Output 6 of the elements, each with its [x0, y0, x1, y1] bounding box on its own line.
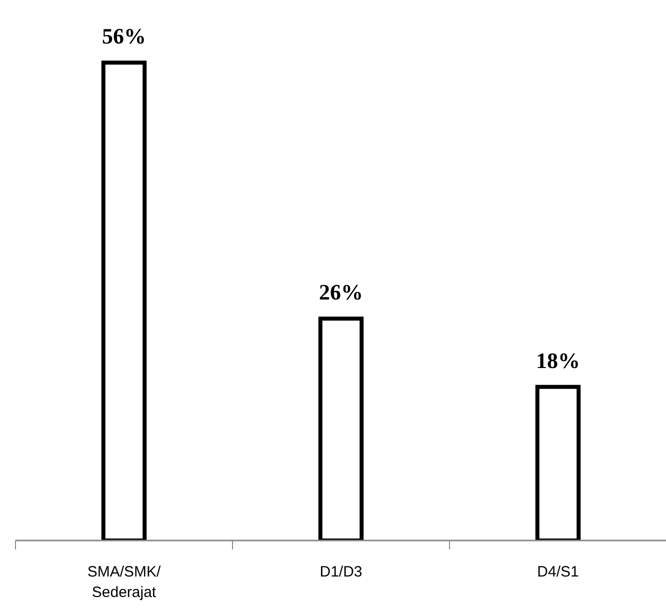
x-tick-label: SMA/SMK/ Sederajat — [87, 564, 162, 601]
data-label: 26% — [319, 280, 363, 305]
x-tick-label: D1/D3 — [320, 564, 362, 580]
data-label: 56% — [102, 24, 146, 49]
data-label: 18% — [536, 348, 580, 373]
x-tick-label: D4/S1 — [537, 564, 579, 580]
